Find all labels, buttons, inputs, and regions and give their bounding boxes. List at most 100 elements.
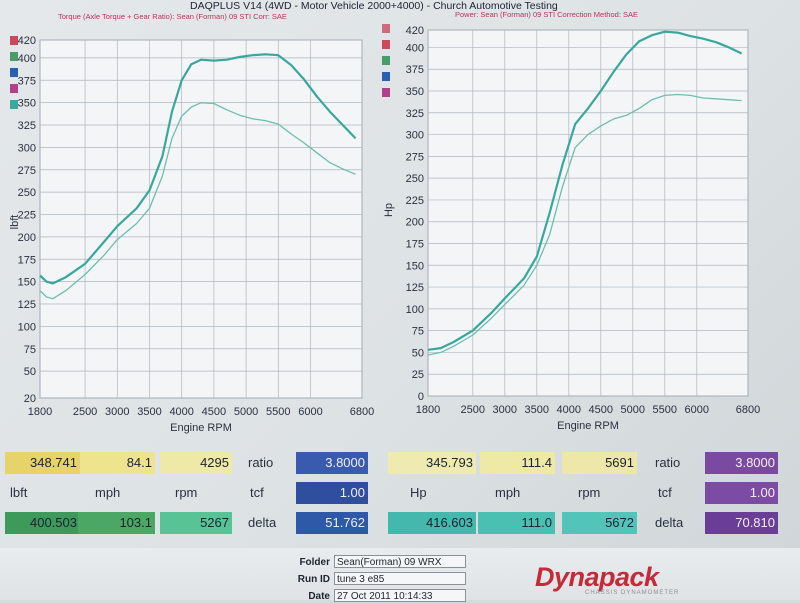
- power-y-tick-label: 225: [406, 195, 424, 207]
- torque-ratio-value: 3.8000: [296, 452, 368, 474]
- torque-y-tick-label: 350: [18, 98, 36, 110]
- legend-swatch: [10, 100, 18, 109]
- power-y-tick-label: 250: [406, 173, 424, 185]
- torque-y-tick-label: 200: [18, 232, 36, 244]
- torque-tcf-label: tcf: [250, 485, 264, 500]
- legend-swatch: [10, 36, 18, 45]
- power-x-tick-label: 3000: [493, 404, 517, 416]
- power-readout-rpm: 5691: [562, 452, 637, 474]
- power-y-tick-label: 25: [412, 369, 424, 381]
- power-y-tick-label: 200: [406, 217, 424, 229]
- power-y-tick-label: 375: [406, 64, 424, 76]
- dynapack-logo-subtitle: CHASSIS DYNAMOMETER: [585, 590, 680, 596]
- power-delta-value: 70.810: [705, 512, 778, 534]
- torque-x-tick-label: 4000: [169, 406, 193, 418]
- torque-x-tick-label: 5500: [266, 406, 290, 418]
- torque-y-tick-label: 400: [18, 53, 36, 65]
- power-unit-rpm: rpm: [578, 485, 601, 500]
- torque-y-tick-label: 125: [18, 299, 36, 311]
- torque-y-tick-label: 375: [18, 75, 36, 87]
- power-y-tick-label: 350: [406, 86, 424, 98]
- power-chart-caption: Power: Sean (Forman) 09 STI Correction M…: [455, 10, 638, 19]
- torque-unit-rpm: rpm: [175, 485, 198, 500]
- power-series-2-line: [427, 93, 742, 356]
- torque-x-tick-label: 4500: [202, 406, 226, 418]
- power-tcf-value: 1.00: [705, 482, 778, 504]
- torque-y-tick-label: 175: [18, 254, 36, 266]
- dynapack-logo: Dynapack: [535, 562, 659, 592]
- legend-swatch: [382, 72, 390, 81]
- torque-delta-label: delta: [248, 515, 277, 530]
- power-peak-hp: 416.603: [388, 512, 476, 534]
- torque-x-tick-label: 6000: [298, 406, 322, 418]
- power-peak-mph: 111.0: [478, 512, 555, 534]
- torque-chart-caption: Torque (Axle Torque + Gear Ratio): Sean …: [58, 12, 287, 21]
- run-id-value: tune 3 e85: [334, 572, 466, 585]
- torque-y-tick-label: 225: [18, 210, 36, 222]
- torque-y-tick-label: 275: [18, 165, 36, 177]
- power-x-tick-label: 6000: [685, 404, 709, 416]
- power-series-1-line: [427, 30, 743, 351]
- torque-readout-lbft: 348.741: [5, 452, 80, 474]
- power-y-tick-label: 50: [412, 347, 424, 359]
- power-unit-hp: Hp: [410, 485, 427, 500]
- power-readout-hp: 345.793: [388, 452, 476, 474]
- torque-delta-value: 51.762: [296, 512, 368, 534]
- torque-y-tick-label: 150: [18, 277, 36, 289]
- torque-y-tick-label: 300: [18, 142, 36, 154]
- torque-x-tick-label: 5000: [234, 406, 258, 418]
- power-x-tick-label: 4000: [557, 404, 581, 416]
- legend-swatch: [382, 88, 390, 97]
- power-x-tick-label: 2500: [461, 404, 485, 416]
- torque-unit-mph: mph: [95, 485, 121, 500]
- torque-peak-lbft: 400.503: [5, 512, 80, 534]
- torque-y-axis-label: lbft: [9, 215, 21, 230]
- torque-peak-mph: 103.1: [78, 512, 155, 534]
- legend-swatch: [10, 68, 18, 77]
- torque-ratio-label: ratio: [248, 455, 274, 470]
- torque-x-tick-label: 2500: [73, 406, 97, 418]
- power-ratio-label: ratio: [655, 455, 681, 470]
- power-y-tick-label: 325: [406, 108, 424, 120]
- power-y-tick-label: 275: [406, 151, 424, 163]
- legend-swatch: [10, 84, 18, 93]
- torque-x-tick-label: 3000: [105, 406, 129, 418]
- power-y-tick-label: 0: [418, 391, 424, 403]
- legend-swatch: [382, 24, 390, 33]
- power-y-tick-label: 75: [412, 326, 424, 338]
- report-footer: Folder Sean(Forman) 09 WRX Run ID tune 3…: [0, 548, 800, 602]
- torque-y-tick-label: 50: [24, 366, 36, 378]
- power-tcf-label: tcf: [658, 485, 672, 500]
- run-id-label: Run ID: [297, 574, 330, 585]
- legend-swatch: [382, 56, 390, 65]
- torque-series-2-line: [39, 102, 356, 300]
- torque-y-tick-label: 75: [24, 344, 36, 356]
- power-unit-mph: mph: [495, 485, 521, 500]
- power-x-axis-label: Engine RPM: [557, 420, 619, 432]
- legend-swatch: [10, 52, 18, 61]
- torque-x-tick-label: 1800: [28, 406, 52, 418]
- power-y-tick-label: 100: [406, 304, 424, 316]
- torque-y-tick-label: 420: [18, 35, 36, 47]
- folder-value: Sean(Forman) 09 WRX: [334, 555, 466, 568]
- torque-unit-lbft: lbft: [10, 485, 28, 500]
- power-plot-area: [427, 29, 749, 397]
- power-y-axis-label: Hp: [383, 203, 395, 217]
- torque-peak-rpm: 5267: [160, 512, 232, 534]
- power-y-tick-label: 175: [406, 239, 424, 251]
- torque-y-tick-label: 325: [18, 120, 36, 132]
- torque-tcf-value: 1.00: [296, 482, 368, 504]
- torque-readout-rpm: 4295: [160, 452, 232, 474]
- torque-series-1-line: [39, 53, 357, 285]
- power-x-tick-label: 5000: [621, 404, 645, 416]
- power-x-tick-label: 1800: [416, 404, 440, 416]
- power-x-tick-label: 5500: [653, 404, 677, 416]
- power-y-tick-label: 300: [406, 130, 424, 142]
- report-title: DAQPLUS V14 (4WD - Motor Vehicle 2000+40…: [190, 0, 558, 12]
- power-readout-mph: 111.4: [480, 452, 555, 474]
- power-delta-label: delta: [655, 515, 684, 530]
- power-y-tick-label: 420: [406, 25, 424, 37]
- power-x-tick-label: 4500: [589, 404, 613, 416]
- legend-swatch: [382, 40, 390, 49]
- power-y-tick-label: 125: [406, 282, 424, 294]
